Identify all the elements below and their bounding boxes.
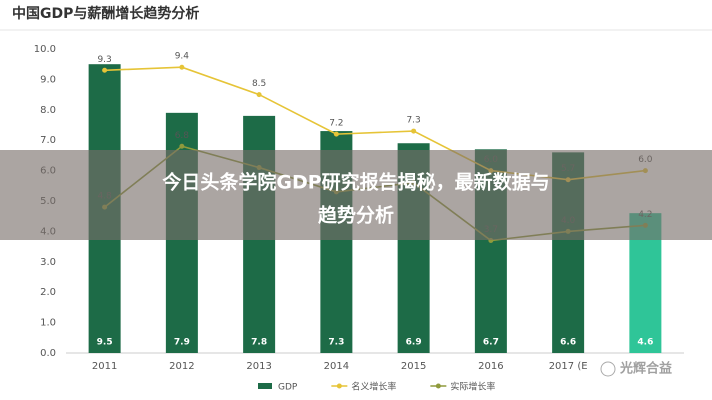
watermark-icon: [600, 361, 616, 377]
bar-value-label: 9.5: [97, 338, 113, 348]
x-tick-label: 2017 (E: [549, 361, 588, 372]
watermark: 光辉合益: [619, 361, 672, 377]
y-tick-label: 9.0: [40, 74, 56, 85]
banner-background: [0, 150, 712, 240]
y-tick-label: 10.0: [34, 44, 56, 55]
legend-label: GDP: [278, 383, 298, 393]
y-tick-label: 8.0: [40, 105, 56, 116]
bar-value-label: 6.9: [406, 338, 422, 348]
point-value-label: 9.3: [97, 55, 111, 65]
line-point: [102, 67, 108, 73]
banner-headline: 趋势分析: [318, 204, 394, 227]
bar-value-label: 7.8: [251, 338, 267, 348]
legend-swatch: [258, 383, 272, 389]
chart-title: 中国GDP与薪酬增长趋势分析: [12, 5, 199, 22]
bar-value-label: 6.7: [483, 338, 499, 348]
line-point: [179, 143, 185, 149]
point-value-label: 9.4: [175, 52, 190, 62]
x-tick-label: 2011: [92, 361, 117, 372]
point-value-label: 6.8: [175, 131, 190, 141]
legend-swatch: [435, 383, 441, 389]
line-point: [411, 128, 417, 134]
bar-value-label: 7.9: [174, 338, 190, 348]
line-point: [179, 64, 185, 70]
point-value-label: 7.2: [329, 119, 343, 129]
legend-swatch: [336, 383, 342, 389]
y-tick-label: 7.0: [40, 135, 56, 146]
x-tick-label: 2013: [246, 361, 271, 372]
banner-headline: 今日头条学院GDP研究报告揭秘，最新数据与: [161, 171, 549, 194]
y-tick-label: 2.0: [40, 287, 56, 298]
x-tick-label: 2015: [401, 361, 426, 372]
point-value-label: 7.3: [406, 116, 420, 126]
x-tick-label: 2016: [478, 361, 503, 372]
bar-value-label: 4.6: [637, 338, 653, 348]
legend-label: 实际增长率: [450, 381, 495, 393]
y-tick-label: 1.0: [40, 318, 56, 329]
y-tick-label: 3.0: [40, 257, 56, 268]
line-point: [333, 131, 339, 137]
bar-value-label: 6.6: [560, 338, 576, 348]
x-tick-label: 2012: [169, 361, 194, 372]
point-value-label: 8.5: [252, 79, 266, 89]
legend-label: 名义增长率: [351, 381, 396, 393]
y-tick-label: 0.0: [40, 348, 56, 359]
x-tick-label: 2014: [324, 361, 349, 372]
line-point: [256, 92, 262, 98]
bar-value-label: 7.3: [328, 338, 344, 348]
